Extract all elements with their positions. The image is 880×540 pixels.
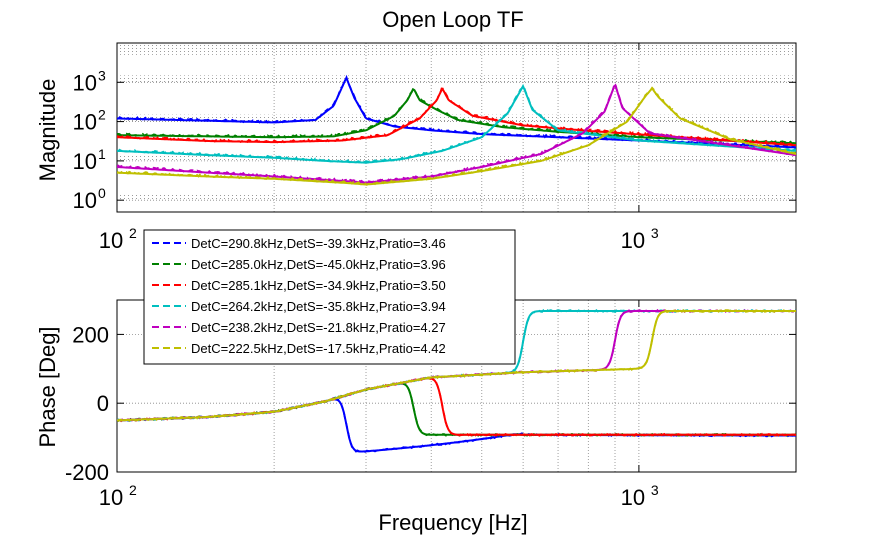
mag-y-tick-exponent: 2 (98, 107, 106, 123)
magnitude-model-line (117, 83, 796, 184)
phase-y-tick-label: 0 (97, 391, 109, 416)
magnitude-model-line (117, 86, 796, 186)
dotted-grid-band (117, 43, 796, 55)
legend-entry: DetC=285.1kHz,DetS=-34.9kHz,Pratio=3.50 (191, 278, 446, 293)
mag-y-tick-exponent: 3 (98, 67, 106, 83)
plot-frame (116, 42, 797, 213)
legend-entry: DetC=238.2kHz,DetS=-21.8kHz,Pratio=4.27 (191, 320, 446, 335)
mag-y-tick-exponent: 0 (98, 185, 106, 201)
dotted-grid-band (117, 153, 796, 161)
mag-y-tick-label: 10 (73, 149, 97, 174)
chart-title: Open Loop TF (382, 7, 523, 32)
legend-box (143, 229, 516, 365)
x-tick-label: 10 (621, 485, 645, 510)
mag-y-tick-label: 10 (73, 70, 97, 95)
magnitude-y-axis-label: Magnitude (35, 79, 60, 182)
legend-entry: DetC=285.0kHz,DetS=-45.0kHz,Pratio=3.96 (191, 257, 446, 272)
x-tick-exponent: 3 (651, 482, 659, 498)
dotted-grid-band (117, 193, 796, 201)
x-tick-exponent: 2 (129, 225, 137, 241)
mag-y-tick-label: 10 (73, 188, 97, 213)
legend-entry: DetC=264.2kHz,DetS=-35.8kHz,Pratio=3.94 (191, 299, 446, 314)
mag-y-tick-exponent: 1 (98, 146, 106, 162)
magnitude-model-line (117, 83, 796, 164)
phase-y-tick-label: -200 (65, 460, 109, 485)
mag-y-tick-label: 10 (73, 110, 97, 135)
x-tick-exponent: 3 (651, 225, 659, 241)
phase-model-line (117, 310, 796, 422)
x-tick-label: 10 (99, 228, 123, 253)
x-tick-exponent: 2 (129, 482, 137, 498)
magnitude-plot: 10 010 110 210 310 2 10 3 (73, 42, 797, 253)
legend: DetC=290.8kHz,DetS=-39.3kHz,Pratio=3.46 D… (143, 229, 516, 365)
x-axis-label: Frequency [Hz] (378, 510, 527, 535)
phase-y-tick-label: 200 (72, 322, 109, 347)
x-tick-label: 10 (621, 228, 645, 253)
dotted-grid-band (117, 75, 796, 83)
x-tick-label: 10 (99, 485, 123, 510)
phase-y-axis-label: Phase [Deg] (35, 326, 60, 447)
legend-entry: DetC=222.5kHz,DetS=-17.5kHz,Pratio=4.42 (191, 341, 446, 356)
legend-entry: DetC=290.8kHz,DetS=-39.3kHz,Pratio=3.46 (191, 236, 446, 251)
